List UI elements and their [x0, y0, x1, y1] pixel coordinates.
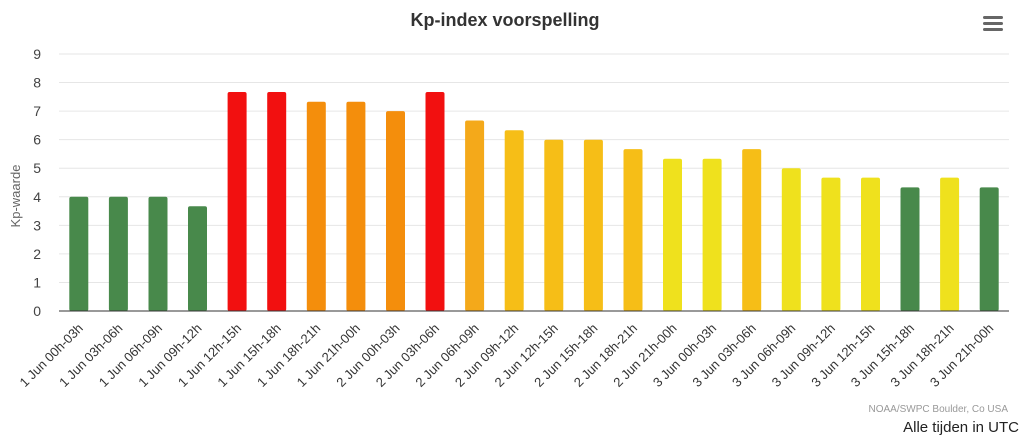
bar[interactable]: [267, 92, 287, 311]
bar[interactable]: [781, 168, 801, 311]
bar[interactable]: [386, 111, 405, 311]
hamburger-menu-icon[interactable]: [980, 12, 1006, 34]
bar[interactable]: [465, 120, 485, 312]
bar[interactable]: [742, 149, 762, 311]
bar[interactable]: [188, 206, 207, 311]
y-tick-label: 3: [33, 217, 41, 233]
y-tick-label: 9: [33, 46, 41, 62]
bar[interactable]: [900, 187, 920, 311]
chart-credit[interactable]: NOAA/SWPC Boulder, Co USA: [869, 404, 1009, 415]
bar[interactable]: [663, 158, 682, 311]
bar-series: [69, 92, 999, 312]
chart-title: Kp-index voorspelling: [410, 10, 599, 30]
bar[interactable]: [227, 92, 247, 311]
bar[interactable]: [148, 196, 168, 311]
y-axis-ticks: 0 1 2 3 4 5 6 7 8 9: [33, 46, 41, 319]
bar[interactable]: [979, 187, 999, 311]
menu-line: [983, 22, 1003, 25]
menu-line: [983, 16, 1003, 19]
bar[interactable]: [69, 196, 89, 311]
bar[interactable]: [702, 158, 722, 311]
grid-lines: [59, 53, 1009, 283]
bar[interactable]: [940, 177, 960, 311]
y-tick-label: 2: [33, 246, 41, 262]
bar[interactable]: [504, 130, 524, 311]
bar[interactable]: [861, 177, 880, 311]
y-tick-label: 0: [33, 303, 41, 319]
y-tick-label: 4: [33, 189, 41, 205]
y-axis-label: Kp-waarde: [8, 165, 23, 228]
bar[interactable]: [346, 101, 366, 311]
bar[interactable]: [306, 101, 326, 311]
bar[interactable]: [425, 92, 445, 311]
menu-line: [983, 28, 1003, 31]
y-tick-label: 7: [33, 103, 41, 119]
y-tick-label: 5: [33, 160, 41, 176]
y-tick-label: 1: [33, 274, 41, 290]
bar[interactable]: [544, 139, 564, 311]
bar[interactable]: [821, 177, 841, 311]
y-tick-label: 8: [33, 75, 41, 91]
bar[interactable]: [108, 196, 128, 311]
y-tick-label: 6: [33, 132, 41, 148]
footer-timezone-note: Alle tijden in UTC: [903, 419, 1019, 436]
bar[interactable]: [583, 139, 603, 311]
bar[interactable]: [623, 149, 643, 311]
